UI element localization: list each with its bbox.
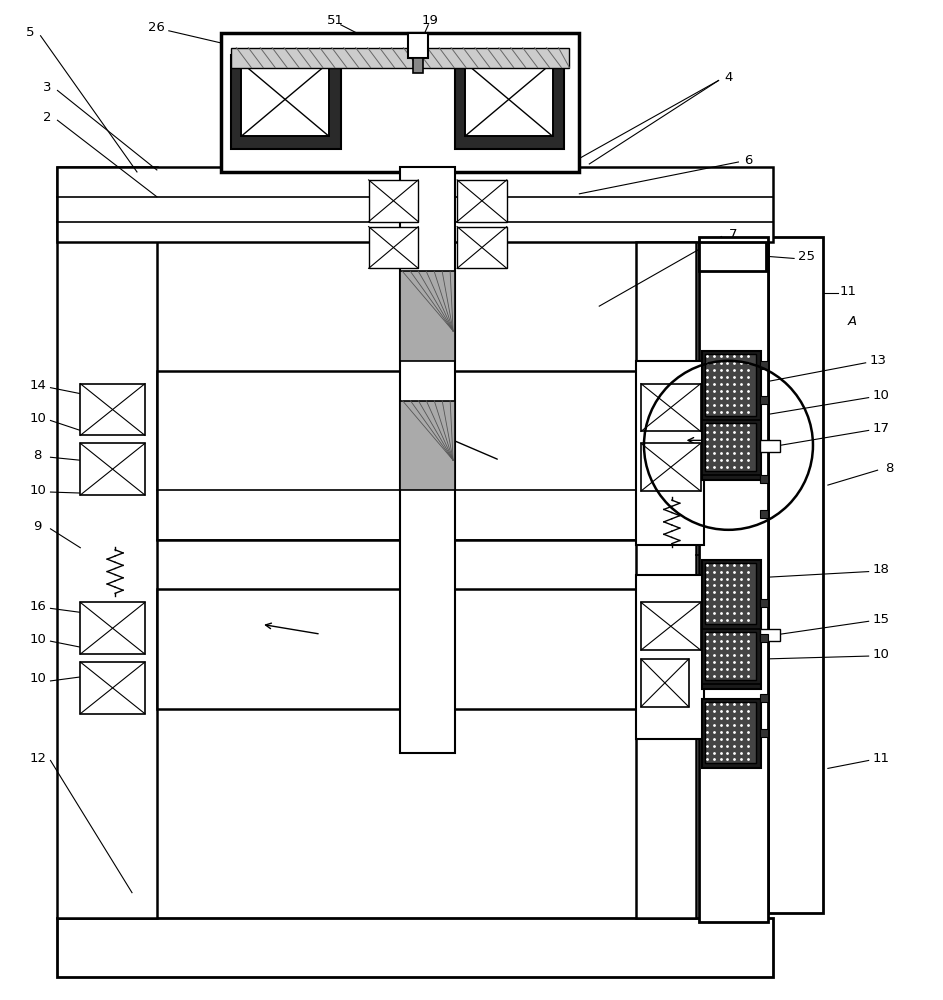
Bar: [58, 167, 773, 242]
Bar: [222, 33, 579, 172]
Text: 16: 16: [29, 600, 46, 613]
Text: 25: 25: [798, 250, 815, 263]
Text: 6: 6: [744, 154, 753, 167]
Bar: [760, 475, 769, 483]
Text: 11: 11: [839, 285, 856, 298]
Text: 17: 17: [872, 422, 889, 435]
Bar: [699, 242, 767, 271]
Bar: [80, 384, 145, 435]
Bar: [636, 361, 703, 545]
Bar: [641, 384, 701, 431]
Bar: [401, 271, 455, 361]
Text: 5: 5: [26, 26, 35, 39]
Bar: [702, 699, 761, 768]
Bar: [455, 55, 565, 149]
Text: 14: 14: [29, 379, 46, 392]
Text: 11: 11: [872, 752, 889, 765]
Text: 10: 10: [872, 389, 889, 402]
Bar: [760, 510, 769, 518]
Bar: [760, 361, 769, 369]
Bar: [401, 167, 455, 753]
Bar: [58, 167, 157, 918]
Bar: [636, 242, 696, 918]
Text: 26: 26: [148, 21, 165, 34]
Bar: [231, 48, 570, 68]
Bar: [704, 354, 756, 416]
Text: 8: 8: [33, 449, 41, 462]
Bar: [465, 63, 553, 136]
Bar: [641, 602, 701, 650]
Bar: [704, 702, 756, 763]
Text: 13: 13: [869, 354, 886, 367]
Bar: [760, 729, 769, 737]
Bar: [157, 371, 649, 540]
Text: 10: 10: [29, 672, 46, 685]
Bar: [241, 63, 329, 136]
Bar: [465, 63, 553, 136]
Bar: [636, 575, 703, 739]
Text: 10: 10: [29, 633, 46, 646]
Bar: [408, 33, 428, 58]
Bar: [641, 443, 701, 491]
Text: 4: 4: [724, 71, 733, 84]
Bar: [641, 659, 688, 707]
Bar: [80, 662, 145, 714]
Bar: [457, 180, 506, 222]
Bar: [58, 918, 773, 977]
Bar: [241, 63, 329, 136]
Bar: [704, 632, 756, 680]
Text: 18: 18: [872, 563, 889, 576]
Bar: [80, 602, 145, 654]
Bar: [760, 694, 769, 702]
Text: 15: 15: [872, 613, 889, 626]
Bar: [702, 629, 761, 684]
Bar: [157, 589, 649, 709]
Bar: [369, 180, 419, 222]
Bar: [760, 599, 769, 607]
Bar: [231, 55, 340, 149]
Bar: [702, 560, 761, 689]
Text: 10: 10: [29, 484, 46, 497]
Bar: [413, 58, 423, 73]
Bar: [457, 227, 506, 268]
Bar: [760, 440, 780, 452]
Text: 3: 3: [43, 81, 52, 94]
Text: 10: 10: [872, 648, 889, 661]
Bar: [699, 237, 769, 922]
Bar: [760, 634, 769, 642]
Text: 10: 10: [29, 412, 46, 425]
Bar: [401, 401, 455, 490]
Text: 2: 2: [43, 111, 52, 124]
Bar: [704, 423, 756, 471]
Text: A: A: [848, 315, 857, 328]
Text: 9: 9: [33, 520, 41, 533]
Bar: [769, 237, 823, 913]
Bar: [80, 443, 145, 495]
Text: 12: 12: [29, 752, 46, 765]
Bar: [702, 420, 761, 475]
Text: 7: 7: [729, 228, 737, 241]
Bar: [760, 396, 769, 404]
Bar: [704, 563, 756, 624]
Bar: [760, 629, 780, 641]
Text: 8: 8: [885, 462, 894, 475]
Bar: [369, 227, 419, 268]
Text: 19: 19: [422, 14, 438, 27]
Bar: [702, 351, 761, 480]
Text: 51: 51: [327, 14, 344, 27]
